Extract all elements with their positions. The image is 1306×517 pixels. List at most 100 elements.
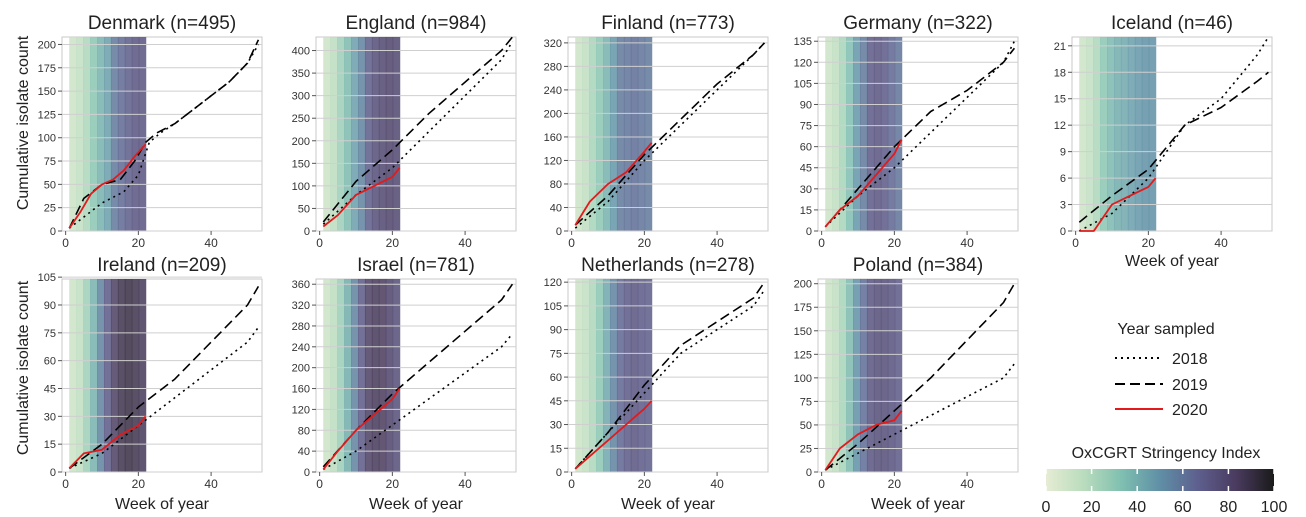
stringency-band xyxy=(853,279,861,472)
y-tick-label: 200 xyxy=(38,39,56,51)
y-tick-label: 3 xyxy=(1060,200,1066,212)
stringency-band xyxy=(603,279,611,472)
y-tick-label: 100 xyxy=(292,181,310,193)
stringency-band xyxy=(1148,37,1157,231)
y-tick-label: 90 xyxy=(550,325,562,337)
stringency-band xyxy=(637,279,646,472)
y-tick-label: 100 xyxy=(38,133,56,145)
stringency-band xyxy=(1127,37,1136,231)
y-tick-label: 200 xyxy=(292,363,310,375)
x-axis-label: Week of year xyxy=(115,496,210,513)
stringency-band xyxy=(83,279,91,472)
y-tick-label: 45 xyxy=(44,383,56,395)
y-tick-label: 80 xyxy=(298,425,310,437)
y-tick-label: 150 xyxy=(38,86,56,98)
legend-title: Year sampled xyxy=(1117,321,1214,338)
x-tick-label: 20 xyxy=(638,477,652,491)
x-axis-label: Week of year xyxy=(871,496,966,513)
stringency-band xyxy=(124,37,133,231)
y-tick-label: 15 xyxy=(44,439,56,451)
y-tick-label: 9 xyxy=(1060,147,1066,159)
panel-poland: 0 25 50 75 100 125 150 175 200 0 20 40 Poland (n=384… xyxy=(794,255,1019,491)
y-tick-label: 50 xyxy=(298,203,310,215)
legend-label-2018: 2018 xyxy=(1172,351,1208,368)
x-tick-label: 0 xyxy=(316,236,323,250)
y-tick-label: 360 xyxy=(292,279,310,291)
x-tick-label: 20 xyxy=(386,477,400,491)
legend-entry-2020: 2020 xyxy=(1115,402,1208,419)
series-line-2020 xyxy=(574,142,653,226)
series-line-2020 xyxy=(824,139,903,228)
stringency-band xyxy=(90,279,98,472)
stringency-band xyxy=(124,279,133,472)
stringency-band xyxy=(866,279,875,472)
y-tick-label: 45 xyxy=(550,396,562,408)
stringency-band xyxy=(825,37,833,231)
x-tick-label: 0 xyxy=(316,477,323,491)
y-tick-label: 40 xyxy=(298,446,310,458)
stringency-band xyxy=(90,37,98,231)
colorbar-tick-label: 20 xyxy=(1083,499,1101,516)
stringency-band xyxy=(575,279,583,472)
y-tick-label: 250 xyxy=(292,113,310,125)
x-tick-label: 40 xyxy=(960,236,974,250)
stringency-band xyxy=(378,279,387,472)
x-tick-label: 20 xyxy=(132,236,146,250)
series-line-2019 xyxy=(322,36,514,223)
series-line-2018 xyxy=(574,42,765,229)
x-tick-label: 0 xyxy=(568,477,575,491)
y-tick-label: 15 xyxy=(800,205,812,217)
stringency-band xyxy=(330,279,338,472)
stringency-band xyxy=(582,37,590,231)
stringency-band xyxy=(846,279,854,472)
series-line-2019 xyxy=(1078,71,1269,223)
y-axis-label-top: Cumulative isolate count xyxy=(15,35,32,210)
stringency-band xyxy=(103,279,112,472)
y-tick-label: 75 xyxy=(800,121,812,133)
y-tick-label: 0 xyxy=(556,467,562,479)
panel-title: Denmark (n=495) xyxy=(88,13,236,34)
series-line-2020 xyxy=(68,415,147,469)
y-tick-label: 175 xyxy=(794,302,812,314)
stringency-band xyxy=(364,279,373,472)
stringency-band xyxy=(131,37,140,231)
panel-finland: 0 40 80 120 160 200 240 280 320 0 20 40 Finland (n=7… xyxy=(544,13,769,250)
shared-labels: Cumulative isolate count Cumulative isol… xyxy=(15,35,1220,513)
x-tick-label: 40 xyxy=(960,477,974,491)
y-tick-label: 45 xyxy=(800,163,812,175)
y-tick-label: 60 xyxy=(800,142,812,154)
y-axis-label-bottom: Cumulative isolate count xyxy=(15,280,32,455)
panel-israel: 0 40 80 120 160 200 240 280 320 360 0 20 40 Israel (n… xyxy=(292,255,517,491)
series-line-2019 xyxy=(68,285,260,469)
stringency-band xyxy=(859,37,868,231)
y-tick-label: 0 xyxy=(50,467,56,479)
y-tick-label: 240 xyxy=(292,342,310,354)
stringency-band xyxy=(392,37,401,231)
legend-label-2020: 2020 xyxy=(1172,402,1208,419)
stringency-band xyxy=(392,279,401,472)
y-tick-label: 30 xyxy=(800,184,812,196)
stringency-band xyxy=(894,37,903,231)
y-tick-label: 0 xyxy=(806,226,812,238)
x-tick-label: 20 xyxy=(638,236,652,250)
stringency-band xyxy=(839,37,847,231)
y-tick-label: 350 xyxy=(292,68,310,80)
colorbar-tick-label: 40 xyxy=(1128,499,1146,516)
legend: Year sampled 2018 2019 2020 xyxy=(1115,321,1215,419)
stringency-band xyxy=(846,37,854,231)
y-tick-label: 160 xyxy=(544,132,562,144)
stringency-band xyxy=(603,37,611,231)
y-tick-label: 125 xyxy=(794,349,812,361)
colorbar-tick-label: 60 xyxy=(1174,499,1192,516)
y-tick-label: 150 xyxy=(292,158,310,170)
y-tick-label: 120 xyxy=(544,277,562,289)
stringency-band xyxy=(637,37,646,231)
y-tick-label: 105 xyxy=(544,301,562,313)
stringency-band xyxy=(357,37,366,231)
stringency-band xyxy=(582,279,590,472)
stringency-band xyxy=(887,279,896,472)
y-tick-label: 105 xyxy=(794,78,812,90)
stringency-band xyxy=(887,37,896,231)
y-tick-label: 320 xyxy=(544,38,562,50)
